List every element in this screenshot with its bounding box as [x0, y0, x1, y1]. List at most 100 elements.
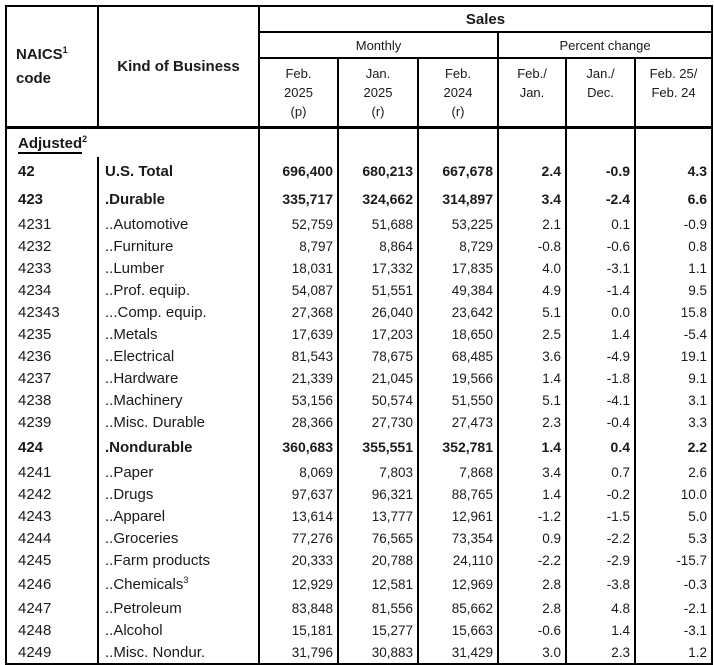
table-row: 424 .Nondurable 360,683 355,551 352,781 1.4 0.…: [6, 433, 714, 461]
naics-code-cell: 4244: [6, 527, 99, 549]
col-header-feb-2025: Feb. 2025 (p): [259, 58, 339, 129]
sales-value-cell: 51,550: [418, 389, 499, 411]
percent-change-cell: -2.2: [566, 527, 636, 549]
percent-change-cell: 0.7: [566, 461, 636, 483]
table-header: NAICS1 code Kind of Business Sales Month…: [6, 6, 714, 129]
percent-change-cell: 2.3: [566, 641, 636, 664]
percent-change-cell: 5.3: [635, 527, 714, 549]
business-name-cell: ..Hardware: [98, 367, 260, 389]
percent-change-cell: -0.6: [566, 235, 636, 257]
sales-value-cell: 324,662: [338, 185, 419, 213]
table-row: 4249 ..Misc. Nondur. 31,796 30,883 31,429 3.0…: [6, 641, 714, 664]
sales-value-cell: 50,574: [338, 389, 419, 411]
sales-value-cell: 17,332: [338, 257, 419, 279]
sales-value-cell: 8,069: [259, 461, 339, 483]
percent-change-cell: -0.6: [498, 619, 567, 641]
naics-code-cell: 424: [6, 433, 99, 461]
sales-value-cell: 352,781: [418, 433, 499, 461]
col-header-feb-jan: Feb./ Jan.: [498, 58, 567, 129]
sales-value-cell: 21,045: [338, 367, 419, 389]
footnote-2-sup: 2: [82, 133, 88, 144]
business-name-cell: ..Electrical: [98, 345, 260, 367]
percent-change-cell: 2.1: [498, 213, 567, 235]
code-label: code: [16, 69, 52, 87]
sales-value-cell: 27,473: [418, 411, 499, 433]
sales-value-cell: 23,642: [418, 301, 499, 323]
business-name-cell: ..Chemicals3: [98, 571, 260, 597]
naics-code-cell: 4231: [6, 213, 99, 235]
sales-value-cell: 17,639: [259, 323, 339, 345]
percent-change-cell: 1.4: [498, 367, 567, 389]
sales-table-sheet: NAICS1 code Kind of Business Sales Month…: [5, 5, 714, 665]
percent-change-cell: -0.9: [566, 157, 636, 185]
percent-change-cell: -2.2: [498, 549, 567, 571]
table-row: 4235 ..Metals 17,639 17,203 18,650 2.5 1.4 -5.4: [6, 323, 714, 345]
naics-code-cell: 4248: [6, 619, 99, 641]
footnote-3-sup: 3: [183, 574, 189, 585]
sales-value-cell: 667,678: [418, 157, 499, 185]
naics-code-header: NAICS1 code: [6, 6, 99, 129]
sales-value-cell: 31,429: [418, 641, 499, 664]
percent-change-cell: 3.0: [498, 641, 567, 664]
sales-value-cell: 77,276: [259, 527, 339, 549]
business-name-cell: ...Comp. equip.: [98, 301, 260, 323]
percent-change-cell: -5.4: [635, 323, 714, 345]
naics-code-cell: 4247: [6, 597, 99, 619]
naics-code-cell: 4238: [6, 389, 99, 411]
percent-change-cell: 4.0: [498, 257, 567, 279]
percent-change-cell: -2.9: [566, 549, 636, 571]
naics-code-cell: 4233: [6, 257, 99, 279]
table-row: 4247 ..Petroleum 83,848 81,556 85,662 2.8 4.8-…: [6, 597, 714, 619]
percent-change-cell: 2.8: [498, 571, 567, 597]
sales-value-cell: 15,277: [338, 619, 419, 641]
sales-value-cell: 7,803: [338, 461, 419, 483]
percent-change-cell: 19.1: [635, 345, 714, 367]
naics-code-cell: 4239: [6, 411, 99, 433]
percent-change-cell: -2.4: [566, 185, 636, 213]
business-name-cell: ..Misc. Durable: [98, 411, 260, 433]
col-header-feb-2024: Feb. 2024 (r): [418, 58, 499, 129]
table-row: 4241 ..Paper 8,069 7,803 7,868 3.4 0.7 2.6: [6, 461, 714, 483]
percent-change-cell: 6.6: [635, 185, 714, 213]
business-name-cell: ..Machinery: [98, 389, 260, 411]
business-name-cell: ..Farm products: [98, 549, 260, 571]
sales-value-cell: 17,203: [338, 323, 419, 345]
business-name-cell: ..Groceries: [98, 527, 260, 549]
sales-value-cell: 360,683: [259, 433, 339, 461]
naics-code-cell: 42343: [6, 301, 99, 323]
percent-change-cell: -0.2: [566, 483, 636, 505]
percent-change-cell: 3.1: [635, 389, 714, 411]
percent-change-cell: 0.1: [566, 213, 636, 235]
col-header-feb25-feb24: Feb. 25/ Feb. 24: [635, 58, 714, 129]
col-header-jan-2025: Jan. 2025 (r): [338, 58, 419, 129]
percent-change-cell: 1.2: [635, 641, 714, 664]
sales-value-cell: 68,485: [418, 345, 499, 367]
sales-value-cell: 696,400: [259, 157, 339, 185]
sales-value-cell: 52,759: [259, 213, 339, 235]
business-name-cell: U.S. Total: [98, 157, 260, 185]
sales-value-cell: 96,321: [338, 483, 419, 505]
percent-change-cell: 3.3: [635, 411, 714, 433]
naics-code-cell: 4243: [6, 505, 99, 527]
footnote-1-sup: 1: [62, 44, 68, 55]
percent-change-cell: 9.5: [635, 279, 714, 301]
table-row: 4236 ..Electrical 81,543 78,675 68,485 3.6 -4.…: [6, 345, 714, 367]
table-row: 4233 ..Lumber 18,031 17,332 17,835 4.0 -3.1 1.1: [6, 257, 714, 279]
sales-value-cell: 76,565: [338, 527, 419, 549]
business-name-cell: ..Drugs: [98, 483, 260, 505]
percent-change-cell: 0.4: [566, 433, 636, 461]
table-row: 423 .Durable 335,717 324,662 314,897 3.4 -2.4 6…: [6, 185, 714, 213]
percent-change-cell: 5.0: [635, 505, 714, 527]
table-row: 42 U.S. Total 696,400 680,213 667,678 2.4 -0.9…: [6, 157, 714, 185]
table-row: 4245 ..Farm products 20,333 20,788 24,110 -2.…: [6, 549, 714, 571]
percent-change-cell: 3.4: [498, 461, 567, 483]
sales-header: Sales: [259, 6, 714, 33]
table-row: 4246 ..Chemicals3 12,929 12,581 12,969 2.8 -3.…: [6, 571, 714, 597]
sales-value-cell: 88,765: [418, 483, 499, 505]
table-row: 4231 ..Automotive 52,759 51,688 53,225 2.1 0.1…: [6, 213, 714, 235]
business-name-cell: ..Automotive: [98, 213, 260, 235]
percent-change-cell: -15.7: [635, 549, 714, 571]
sales-value-cell: 81,556: [338, 597, 419, 619]
business-name-cell: ..Furniture: [98, 235, 260, 257]
business-name-cell: ..Alcohol: [98, 619, 260, 641]
